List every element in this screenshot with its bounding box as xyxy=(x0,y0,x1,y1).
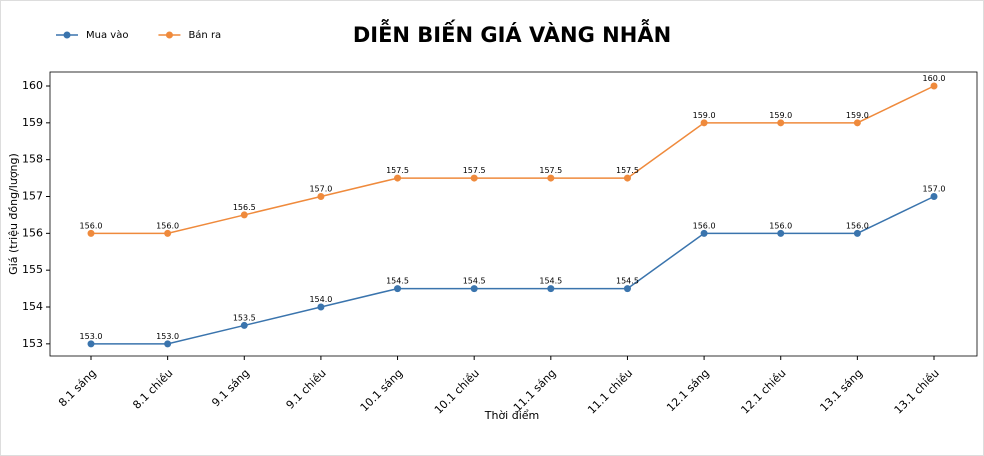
value-label: 159.0 xyxy=(769,111,792,120)
data-point xyxy=(164,340,172,348)
value-label: 156.0 xyxy=(769,221,792,230)
value-label: 154.0 xyxy=(309,295,332,304)
value-label: 160.0 xyxy=(923,74,946,83)
data-point xyxy=(700,119,708,127)
y-axis-label: Giá (triệu đồng/lượng) xyxy=(7,153,20,275)
value-label: 154.5 xyxy=(386,277,409,286)
legend-marker xyxy=(63,31,71,39)
value-label: 156.0 xyxy=(693,221,716,230)
value-label: 159.0 xyxy=(846,111,869,120)
data-point xyxy=(777,229,785,237)
chart-title: DIỄN BIẾN GIÁ VÀNG NHẪN xyxy=(353,19,671,47)
data-point xyxy=(700,229,708,237)
data-point xyxy=(853,119,861,127)
data-point xyxy=(853,229,861,237)
y-tick-label: 154 xyxy=(22,300,43,313)
value-label: 156.5 xyxy=(233,203,256,212)
data-point xyxy=(317,303,325,311)
data-point xyxy=(547,174,555,182)
x-axis-label: Thời điểm xyxy=(484,409,540,422)
legend-label: Mua vào xyxy=(86,29,128,41)
value-label: 154.5 xyxy=(539,277,562,286)
value-label: 157.5 xyxy=(386,166,409,175)
data-point xyxy=(623,174,631,182)
plot-area xyxy=(49,71,978,357)
series-line xyxy=(91,85,935,235)
data-point xyxy=(470,285,478,293)
data-point xyxy=(930,193,938,201)
series-line xyxy=(91,195,935,345)
value-label: 156.0 xyxy=(846,221,869,230)
legend-marker xyxy=(165,31,173,39)
data-point xyxy=(394,285,402,293)
data-point xyxy=(777,119,785,127)
y-tick-label: 157 xyxy=(22,190,43,203)
data-point xyxy=(87,229,95,237)
value-label: 157.5 xyxy=(539,166,562,175)
y-tick-label: 156 xyxy=(22,226,43,239)
y-tick-label: 158 xyxy=(22,153,43,166)
value-label: 156.0 xyxy=(80,221,103,230)
data-point xyxy=(394,174,402,182)
data-point xyxy=(87,340,95,348)
data-point xyxy=(240,211,248,219)
y-tick-label: 155 xyxy=(22,263,43,276)
data-point xyxy=(930,82,938,90)
value-label: 153.5 xyxy=(233,313,256,322)
value-label: 156.0 xyxy=(156,221,179,230)
y-tick-label: 153 xyxy=(22,337,43,350)
value-label: 157.5 xyxy=(463,166,486,175)
value-label: 159.0 xyxy=(693,111,716,120)
value-label: 153.0 xyxy=(156,332,179,341)
y-tick-label: 160 xyxy=(22,79,43,92)
y-tick-label: 159 xyxy=(22,116,43,129)
data-point xyxy=(240,321,248,329)
value-label: 154.5 xyxy=(463,277,486,286)
value-label: 154.5 xyxy=(616,277,639,286)
value-label: 157.0 xyxy=(923,185,946,194)
value-label: 153.0 xyxy=(80,332,103,341)
data-point xyxy=(470,174,478,182)
data-point xyxy=(547,285,555,293)
data-point xyxy=(164,229,172,237)
legend-label: Bán ra xyxy=(188,29,221,41)
value-label: 157.0 xyxy=(309,185,332,194)
data-point xyxy=(317,193,325,201)
data-point xyxy=(623,285,631,293)
value-label: 157.5 xyxy=(616,166,639,175)
